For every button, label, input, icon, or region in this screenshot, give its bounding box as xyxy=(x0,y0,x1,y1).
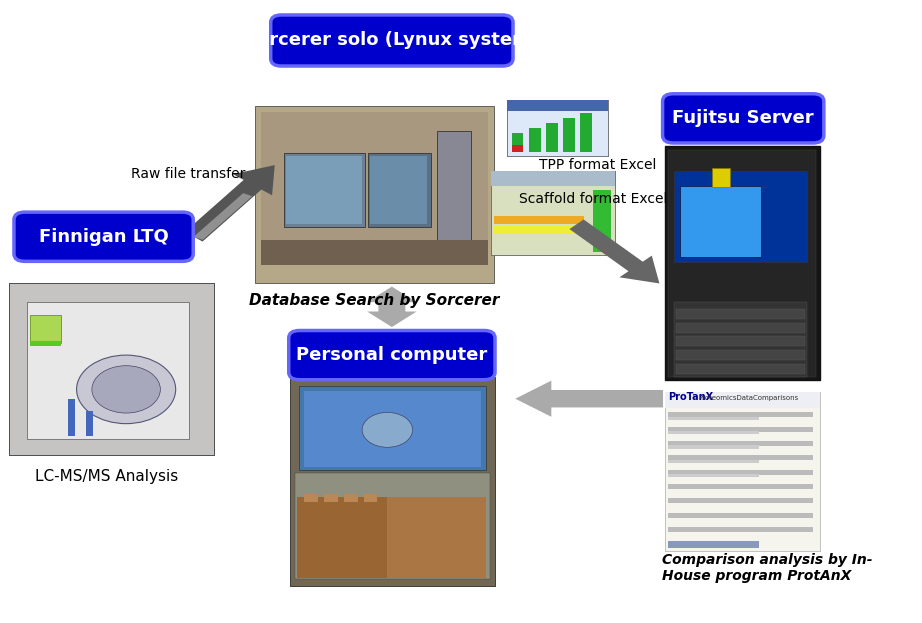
Bar xyxy=(665,392,820,408)
Text: LC-MS/MS Analysis: LC-MS/MS Analysis xyxy=(35,469,178,484)
Bar xyxy=(297,497,387,578)
Text: Raw file transfer: Raw file transfer xyxy=(131,168,245,181)
Text: Sorcerer solo (Lynux system): Sorcerer solo (Lynux system) xyxy=(244,32,539,49)
Bar xyxy=(491,171,615,255)
Bar xyxy=(389,497,487,578)
Bar xyxy=(437,131,471,249)
Bar xyxy=(491,171,615,255)
Bar xyxy=(9,283,215,455)
Circle shape xyxy=(92,366,160,413)
Bar xyxy=(668,470,812,475)
Bar xyxy=(371,156,427,224)
Text: Scaffold format Excel: Scaffold format Excel xyxy=(519,193,668,206)
Bar xyxy=(668,412,812,417)
Bar xyxy=(30,315,61,343)
Bar xyxy=(290,377,495,586)
Bar xyxy=(261,240,489,265)
Bar xyxy=(665,392,820,551)
Bar xyxy=(668,474,759,477)
Bar xyxy=(668,427,812,432)
Bar xyxy=(674,171,807,262)
Bar xyxy=(30,341,61,346)
Bar xyxy=(665,146,820,380)
Bar xyxy=(284,153,365,227)
Bar xyxy=(507,100,609,156)
Bar xyxy=(563,118,574,152)
Bar xyxy=(546,123,558,152)
Bar xyxy=(290,377,495,586)
Polygon shape xyxy=(184,165,275,242)
Bar xyxy=(507,100,609,111)
Bar xyxy=(512,145,524,152)
Bar xyxy=(9,283,215,455)
FancyBboxPatch shape xyxy=(14,212,194,262)
Bar xyxy=(668,513,812,518)
Polygon shape xyxy=(570,219,659,283)
Bar xyxy=(668,455,812,460)
Circle shape xyxy=(77,355,176,424)
Bar xyxy=(303,391,481,467)
Bar xyxy=(668,541,759,548)
FancyBboxPatch shape xyxy=(271,15,513,66)
Bar xyxy=(368,153,431,227)
Bar xyxy=(668,484,812,489)
Bar xyxy=(676,323,805,333)
Bar xyxy=(299,386,487,470)
Bar xyxy=(295,473,491,579)
Bar xyxy=(676,364,805,374)
Bar xyxy=(261,112,489,265)
Bar xyxy=(364,494,377,502)
Polygon shape xyxy=(367,287,417,327)
Bar xyxy=(676,309,805,319)
Bar xyxy=(325,494,337,502)
Bar xyxy=(668,527,812,532)
Bar xyxy=(668,498,812,503)
FancyBboxPatch shape xyxy=(289,330,495,380)
Text: ProteomicsDataComparisons: ProteomicsDataComparisons xyxy=(698,395,798,401)
Bar xyxy=(580,113,592,152)
Bar xyxy=(665,146,820,380)
Bar xyxy=(344,494,358,502)
Bar xyxy=(668,417,759,420)
Bar xyxy=(680,186,762,257)
Bar xyxy=(668,445,759,449)
Bar xyxy=(27,302,189,439)
Bar xyxy=(67,399,75,436)
Bar xyxy=(304,494,318,502)
Text: ProTanX: ProTanX xyxy=(668,392,714,402)
Bar xyxy=(512,133,524,152)
Bar xyxy=(665,392,820,551)
Circle shape xyxy=(362,412,412,447)
Polygon shape xyxy=(515,381,663,417)
Bar xyxy=(674,302,807,377)
Bar xyxy=(86,411,93,436)
Bar xyxy=(493,216,584,224)
Bar xyxy=(668,460,759,463)
Bar xyxy=(668,150,816,377)
Bar xyxy=(593,190,610,252)
Bar xyxy=(287,156,362,224)
Bar xyxy=(668,431,759,434)
Bar xyxy=(255,106,493,283)
Bar xyxy=(676,350,805,360)
Text: Fujitsu Server: Fujitsu Server xyxy=(672,110,814,127)
Bar xyxy=(668,441,812,446)
Bar xyxy=(297,497,487,578)
Text: TPP format Excel: TPP format Excel xyxy=(538,158,656,172)
Text: Finnigan LTQ: Finnigan LTQ xyxy=(39,228,169,245)
Bar xyxy=(491,171,615,186)
Bar xyxy=(529,128,540,152)
Text: Comparison analysis by In-
House program ProtAnX: Comparison analysis by In- House program… xyxy=(662,553,872,583)
FancyBboxPatch shape xyxy=(663,93,824,143)
Bar xyxy=(712,168,729,187)
Polygon shape xyxy=(194,193,253,240)
Bar xyxy=(676,336,805,346)
Bar xyxy=(493,226,584,234)
Bar xyxy=(507,100,609,156)
Text: Personal computer: Personal computer xyxy=(296,346,488,364)
Text: Database Search by Sorcerer: Database Search by Sorcerer xyxy=(249,293,499,308)
